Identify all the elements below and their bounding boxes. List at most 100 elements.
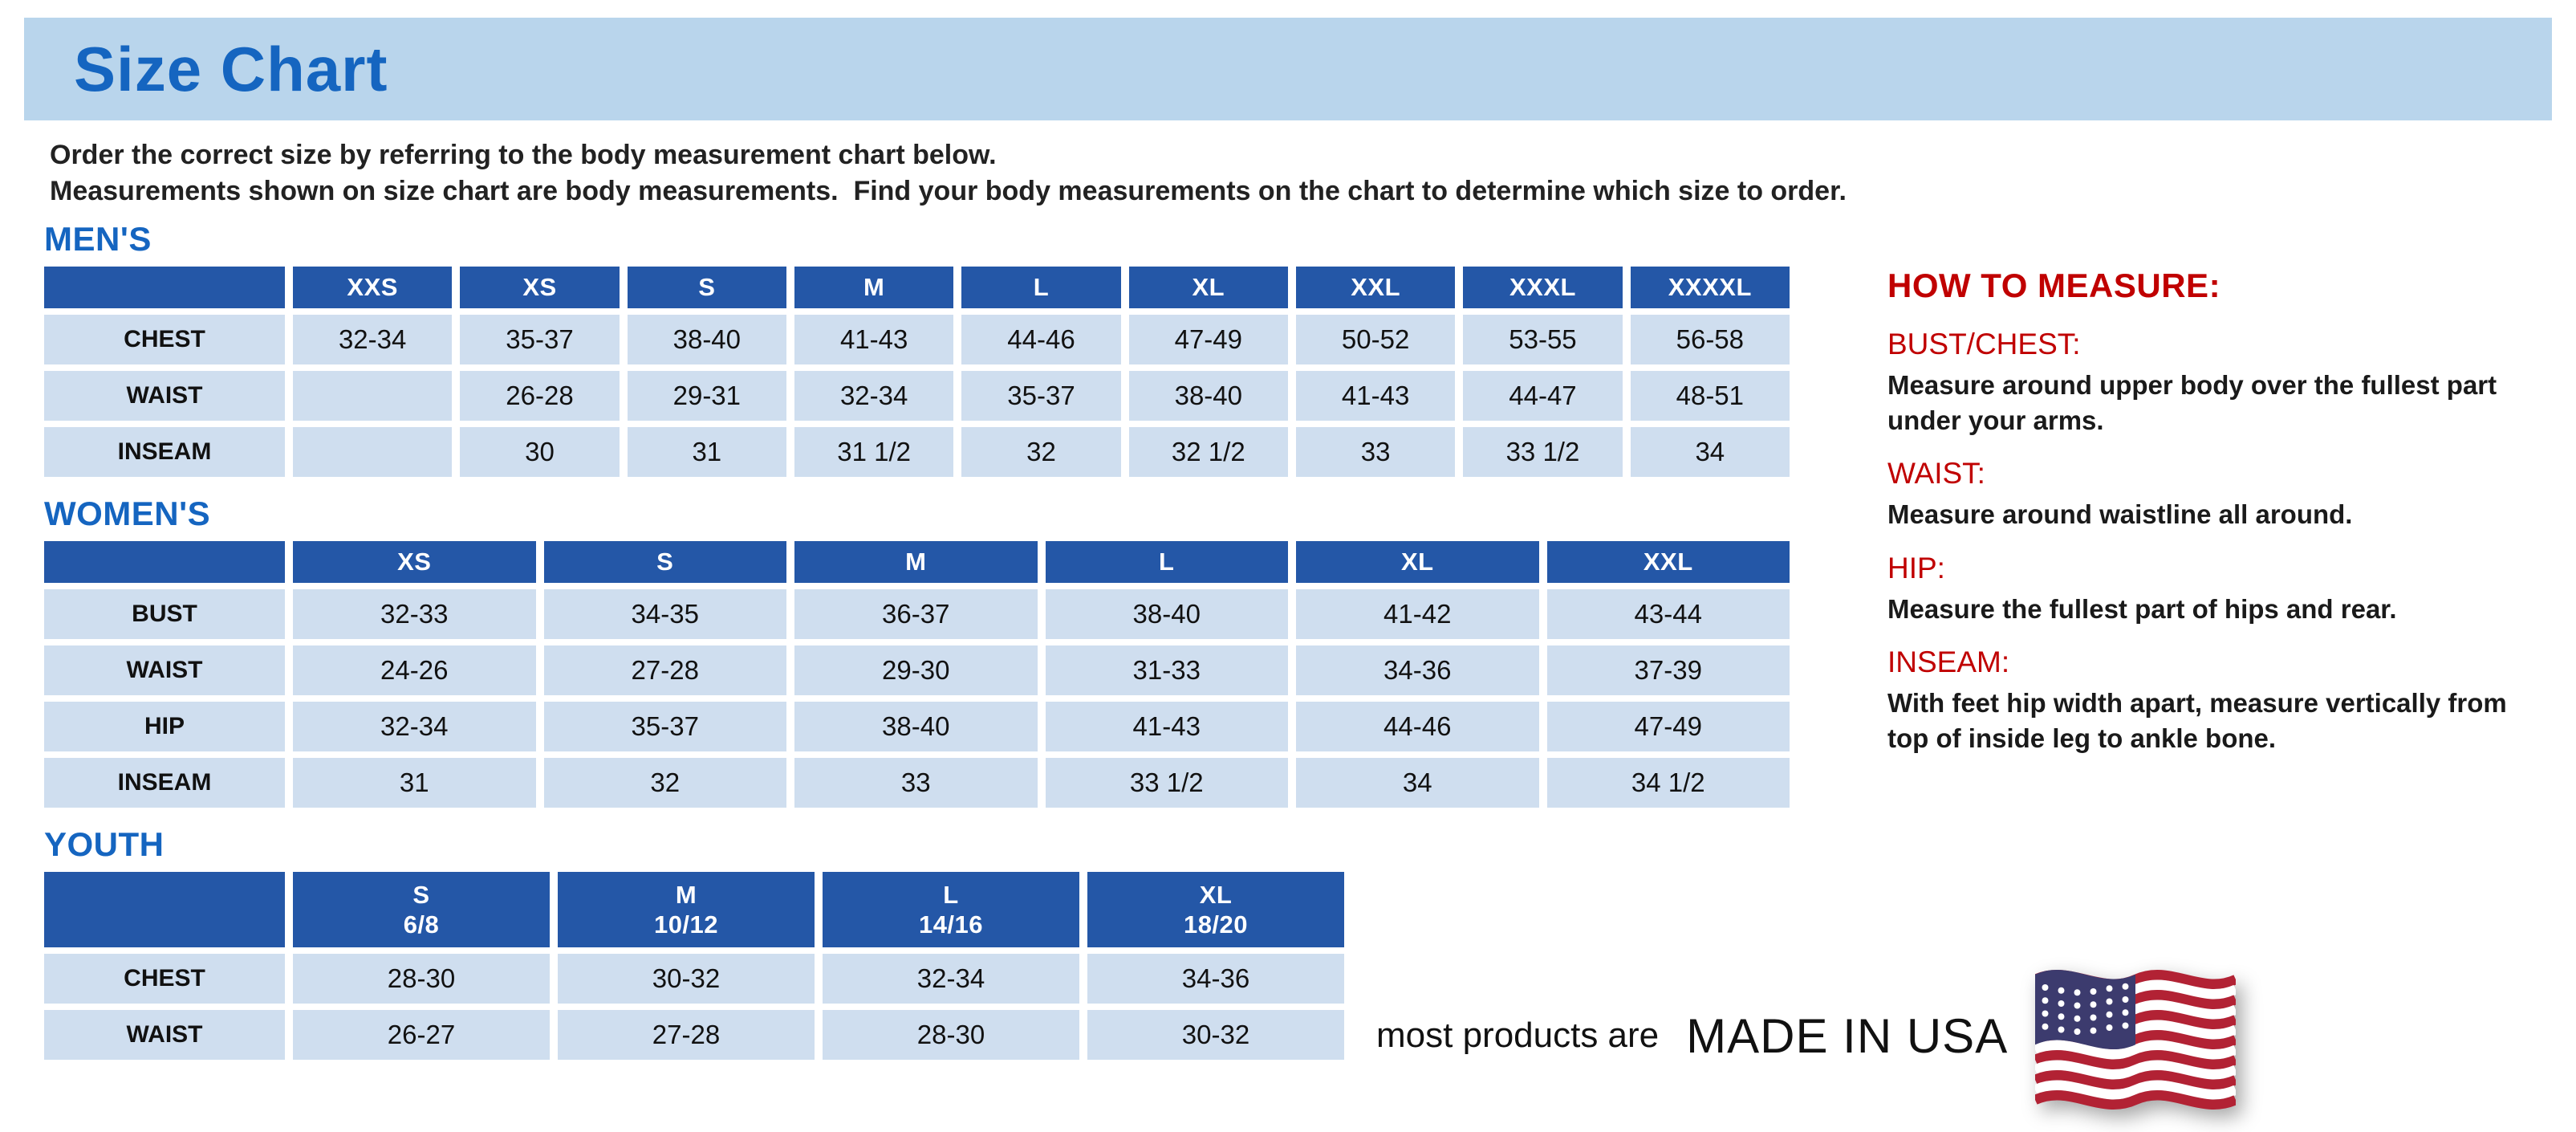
size-column-header: M <box>794 541 1038 583</box>
measurement-value: 32-34 <box>823 954 1079 1004</box>
measurement-value: 44-46 <box>961 315 1121 364</box>
measure-item: HIP: Measure the fullest part of hips and… <box>1887 552 2546 627</box>
measurement-value: 43-44 <box>1546 589 1790 639</box>
size-table-section-womens: WOMEN'S XS S M L XL XXL BUST 32-33 34-35 36-37 38-4… <box>44 495 1846 814</box>
measurement-value: 38-40 <box>1128 371 1288 421</box>
table-row: WAIST 24-26 27-28 29-30 31-33 34-36 37-39 <box>44 645 1790 695</box>
measurement-value: 29-30 <box>794 645 1038 695</box>
measurement-value: 34-36 <box>1087 954 1344 1004</box>
size-column-header: XXL <box>1546 541 1790 583</box>
made-in-usa-footer: most products are MADE IN USA <box>1376 951 2236 1120</box>
measurement-value: 24-26 <box>293 645 536 695</box>
section-title-mens: MEN'S <box>44 220 152 258</box>
measurement-value: 56-58 <box>1630 315 1790 364</box>
row-label: WAIST <box>44 1010 285 1060</box>
corner-cell <box>44 267 285 308</box>
made-in-usa-text: MADE IN USA <box>1686 1008 2009 1063</box>
measurement-value: 41-42 <box>1296 589 1539 639</box>
table-row: CHEST 32-34 35-37 38-40 41-43 44-46 47-49 50-52… <box>44 315 1790 364</box>
row-label: BUST <box>44 589 285 639</box>
table-row: WAIST 26-28 29-31 32-34 35-37 38-40 41-43 44-47… <box>44 371 1790 421</box>
us-flag-icon <box>2035 969 2236 1120</box>
section-title-youth: YOUTH <box>44 825 165 863</box>
size-table-womens: XS S M L XL XXL BUST 32-33 34-35 36-37 38-40 41-42 4… <box>36 535 1798 814</box>
measurement-value: 44-47 <box>1463 371 1623 421</box>
main-content: MEN'S XXS XS S M L XL XXL XXXL XXXXL CHEST 32-34 35-… <box>44 209 2576 1066</box>
size-column-header: XS <box>460 267 620 308</box>
page-title: Size Chart <box>74 33 388 104</box>
measurement-value: 33 <box>1295 427 1456 477</box>
size-column-header: XXXL <box>1463 267 1623 308</box>
measurement-value: 35-37 <box>543 702 786 751</box>
corner-cell <box>44 872 285 947</box>
header-row: XXS XS S M L XL XXL XXXL XXXXL <box>44 267 1790 308</box>
measurement-value: 48-51 <box>1630 371 1790 421</box>
measure-item: WAIST: Measure around waistline all aroun… <box>1887 457 2546 532</box>
measurement-value: 31 1/2 <box>794 427 954 477</box>
measurement-value: 47-49 <box>1128 315 1288 364</box>
measurement-value: 44-46 <box>1296 702 1539 751</box>
measure-item: INSEAM: With feet hip width apart, measur… <box>1887 645 2546 755</box>
size-column-header: XXL <box>1295 267 1456 308</box>
measurement-value: 50-52 <box>1295 315 1456 364</box>
measurement-value: 29-31 <box>627 371 786 421</box>
measurement-value: 31 <box>293 758 536 808</box>
measure-item-text: Measure around waistline all around. <box>1887 499 2353 530</box>
measurement-value: 27-28 <box>543 645 786 695</box>
table-row: CHEST 28-30 30-32 32-34 34-36 <box>44 954 1344 1004</box>
measurement-value: 30 <box>460 427 620 477</box>
measurement-value: 33 1/2 <box>1045 758 1288 808</box>
measure-item-label: INSEAM: <box>1887 645 2010 679</box>
intro-line-1: Order the correct size by referring to t… <box>50 140 997 170</box>
size-column-header: L <box>1045 541 1288 583</box>
size-column-header: XXXXL <box>1630 267 1790 308</box>
measure-item: BUST/CHEST: Measure around upper body ove… <box>1887 328 2546 438</box>
table-row: WAIST 26-27 27-28 28-30 30-32 <box>44 1010 1344 1060</box>
how-to-measure-title: HOW TO MEASURE: <box>1887 267 2221 304</box>
header-row: S 6/8 M 10/12 L 14/16 XL 18/20 <box>44 872 1344 947</box>
measure-item-label: WAIST: <box>1887 457 1985 491</box>
measurement-value: 33 1/2 <box>1463 427 1623 477</box>
size-column-header: M <box>794 267 954 308</box>
size-column-header: L <box>961 267 1121 308</box>
size-column-header: S <box>627 267 786 308</box>
measurement-value: 32-34 <box>293 315 453 364</box>
measure-item-text: Measure around upper body over the fulle… <box>1887 370 2497 435</box>
measurement-value: 53-55 <box>1463 315 1623 364</box>
size-column-header: XL <box>1128 267 1288 308</box>
measurement-value: 38-40 <box>627 315 786 364</box>
measurement-value: 41-43 <box>1045 702 1288 751</box>
measure-item-text: Measure the fullest part of hips and rea… <box>1887 593 2397 624</box>
size-table-section-youth: YOUTH S 6/8 M 10/12 L 14/16 XL 18/20 CHEST 28-… <box>44 825 1846 1066</box>
made-in-prefix-text: most products are <box>1376 1016 1660 1055</box>
section-title-womens: WOMEN'S <box>44 495 211 532</box>
measurement-value: 28-30 <box>293 954 550 1004</box>
measurement-value: 34-35 <box>543 589 786 639</box>
measurement-value: 32-33 <box>293 589 536 639</box>
measurement-value: 36-37 <box>794 589 1038 639</box>
size-column-header: S 6/8 <box>293 872 550 947</box>
table-row: INSEAM 31 32 33 33 1/2 34 34 1/2 <box>44 758 1790 808</box>
measurement-value: 35-37 <box>460 315 620 364</box>
measurement-value: 31-33 <box>1045 645 1288 695</box>
row-label: CHEST <box>44 315 285 364</box>
size-column-header: XXS <box>293 267 453 308</box>
measurement-value: 32 <box>543 758 786 808</box>
measurement-value: 37-39 <box>1546 645 1790 695</box>
row-label: WAIST <box>44 371 285 421</box>
size-column-header: XS <box>293 541 536 583</box>
measurement-value: 32-34 <box>293 702 536 751</box>
measurement-value: 32 1/2 <box>1128 427 1288 477</box>
size-column-header: XL 18/20 <box>1087 872 1344 947</box>
header-row: XS S M L XL XXL <box>44 541 1790 583</box>
table-row: INSEAM 30 31 31 1/2 32 32 1/2 33 33 1/2 34 <box>44 427 1790 477</box>
measurement-value: 47-49 <box>1546 702 1790 751</box>
measurement-value: 34 <box>1630 427 1790 477</box>
table-row: BUST 32-33 34-35 36-37 38-40 41-42 43-44 <box>44 589 1790 639</box>
table-row: HIP 32-34 35-37 38-40 41-43 44-46 47-49 <box>44 702 1790 751</box>
size-table-section-mens: MEN'S XXS XS S M L XL XXL XXXL XXXXL CHEST 32-34 35-… <box>44 220 1846 483</box>
row-label: INSEAM <box>44 427 285 477</box>
measurement-value: 32 <box>961 427 1121 477</box>
size-column-header: L 14/16 <box>823 872 1079 947</box>
